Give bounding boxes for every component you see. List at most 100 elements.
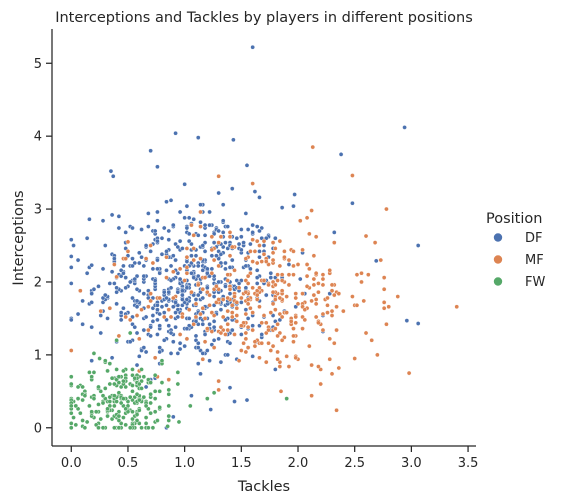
- data-point-df: [161, 310, 167, 315]
- data-point-mf: [279, 314, 285, 320]
- data-point-mf: [189, 289, 194, 295]
- data-point-mf: [207, 302, 212, 308]
- data-point-df: [155, 218, 160, 224]
- data-point-df: [200, 243, 206, 248]
- data-point-fw: [93, 409, 99, 415]
- data-point-mf: [164, 254, 169, 260]
- data-point-mf: [300, 326, 305, 331]
- data-point-mf: [275, 356, 280, 362]
- data-point-mf: [239, 348, 244, 353]
- data-point-df: [220, 218, 226, 224]
- data-point-mf: [375, 352, 380, 358]
- data-point-fw: [116, 425, 122, 431]
- data-point-df: [134, 362, 140, 368]
- data-point-df: [68, 237, 74, 243]
- data-point-mf: [243, 311, 249, 317]
- data-point-fw: [157, 405, 163, 410]
- data-point-mf: [125, 249, 131, 254]
- data-point-df: [207, 358, 212, 364]
- data-point-mf: [254, 292, 260, 298]
- data-point-df: [254, 267, 260, 273]
- data-point-df: [159, 235, 165, 241]
- data-point-mf: [234, 319, 240, 324]
- data-point-df: [198, 371, 203, 377]
- data-point-mf: [275, 333, 280, 339]
- data-point-mf: [354, 302, 360, 308]
- data-point-df: [121, 270, 126, 276]
- data-point-fw: [284, 396, 289, 401]
- data-point-mf: [304, 273, 310, 279]
- data-point-df: [177, 340, 183, 346]
- data-point-df: [155, 257, 160, 263]
- data-point-df: [68, 317, 74, 323]
- data-point-mf: [284, 310, 289, 315]
- data-point-fw: [116, 374, 122, 380]
- data-point-mf: [304, 262, 310, 267]
- data-point-df: [164, 199, 169, 205]
- data-point-fw: [107, 394, 113, 400]
- data-point-mf: [243, 256, 249, 261]
- data-point-df: [102, 243, 108, 248]
- data-point-mf: [191, 232, 197, 238]
- data-point-mf: [191, 246, 197, 251]
- data-point-mf: [177, 266, 183, 272]
- data-point-df: [223, 266, 228, 272]
- data-point-mf: [152, 355, 158, 361]
- data-point-mf: [123, 256, 129, 261]
- data-point-df: [207, 209, 212, 215]
- data-point-df: [127, 279, 133, 285]
- data-point-df: [204, 266, 210, 272]
- data-point-mf: [245, 345, 251, 350]
- data-point-mf: [352, 356, 358, 361]
- data-point-mf: [318, 381, 324, 387]
- data-point-mf: [300, 247, 305, 253]
- data-point-df: [182, 181, 187, 187]
- data-point-mf: [193, 314, 199, 320]
- data-point-mf: [295, 301, 301, 307]
- data-point-fw: [136, 381, 142, 387]
- data-point-mf: [78, 288, 83, 294]
- data-point-mf: [277, 295, 283, 301]
- data-point-fw: [130, 409, 135, 415]
- data-point-mf: [336, 291, 342, 296]
- data-point-mf: [184, 246, 190, 251]
- data-point-mf: [216, 297, 221, 302]
- data-point-mf: [277, 364, 283, 369]
- data-point-mf: [311, 282, 317, 288]
- data-point-mf: [245, 281, 251, 286]
- data-point-mf: [223, 332, 228, 337]
- data-point-df: [155, 307, 160, 312]
- data-point-df: [211, 294, 217, 299]
- x-tick-label: 0.0: [61, 456, 82, 471]
- data-point-mf: [341, 308, 346, 314]
- data-point-df: [254, 281, 260, 286]
- data-point-df: [161, 337, 167, 343]
- data-point-mf: [234, 313, 240, 318]
- data-point-mf: [395, 294, 401, 299]
- data-point-df: [116, 225, 122, 231]
- data-point-mf: [320, 276, 326, 282]
- data-point-df: [248, 266, 253, 272]
- data-point-df: [180, 288, 185, 294]
- data-point-mf: [293, 320, 299, 326]
- data-point-mf: [279, 278, 285, 283]
- data-point-mf: [157, 295, 163, 301]
- data-point-df: [250, 230, 255, 235]
- x-tick-label: 0.5: [118, 456, 139, 471]
- data-point-fw: [105, 368, 110, 374]
- data-point-mf: [123, 314, 129, 320]
- data-point-df: [198, 219, 203, 225]
- data-point-mf: [359, 270, 364, 276]
- data-point-df: [68, 265, 74, 270]
- data-point-mf: [202, 316, 208, 321]
- x-tick-label: 2.0: [288, 456, 309, 471]
- data-point-fw: [176, 419, 182, 425]
- data-point-df: [173, 324, 178, 330]
- data-point-df: [291, 203, 296, 209]
- data-point-df: [139, 227, 144, 232]
- data-point-fw: [68, 374, 74, 380]
- data-point-df: [123, 230, 129, 235]
- data-point-fw: [152, 396, 158, 401]
- data-point-mf: [365, 272, 371, 278]
- data-point-fw: [166, 403, 172, 409]
